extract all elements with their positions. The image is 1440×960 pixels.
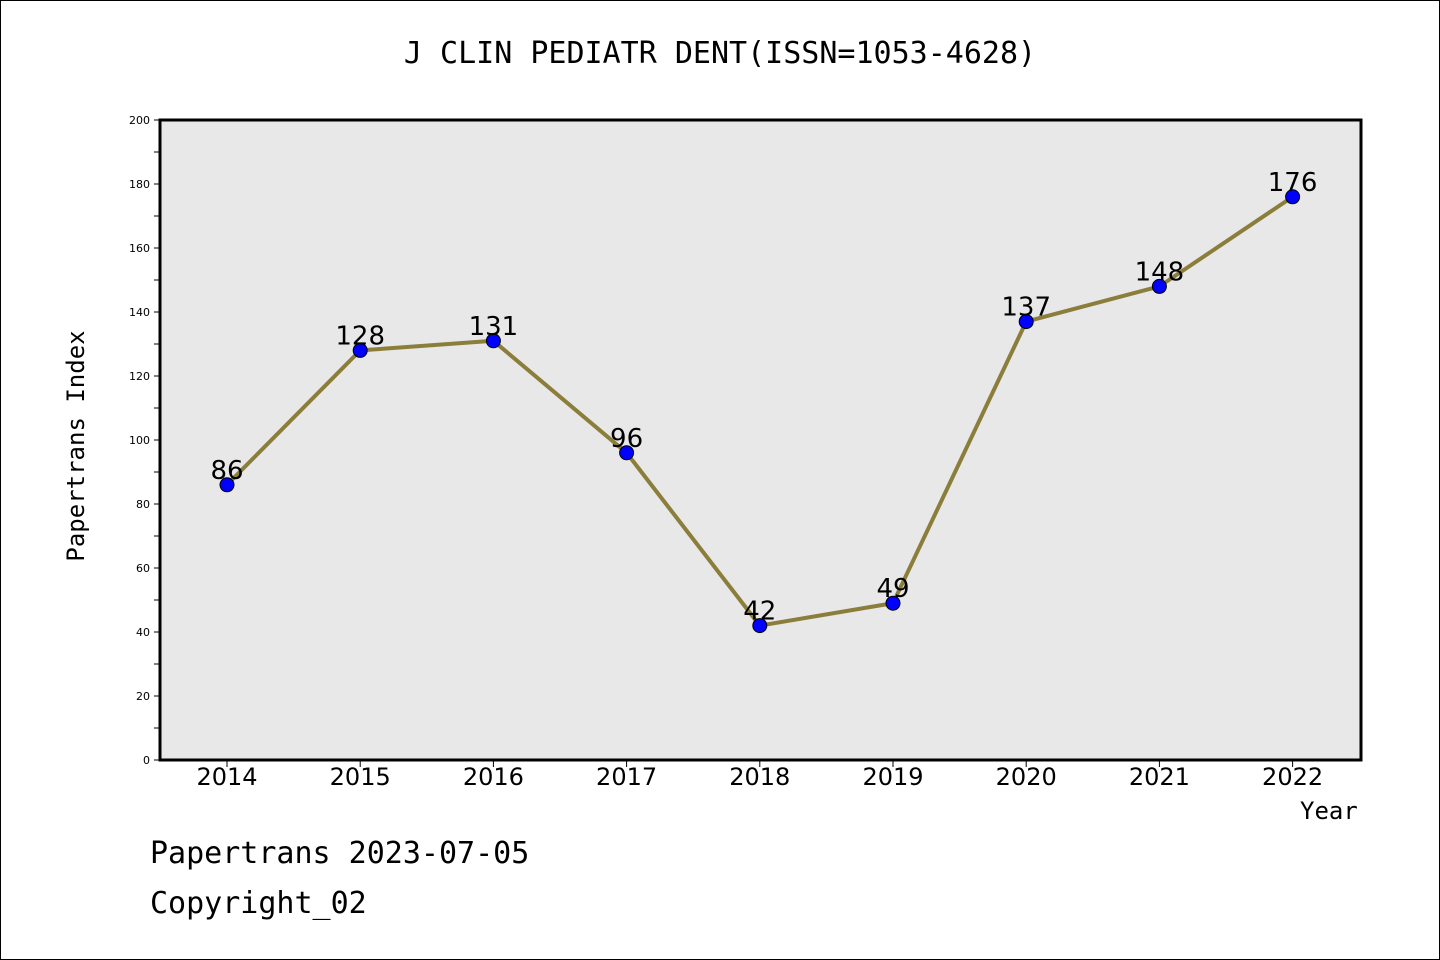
data-point: [752, 618, 768, 634]
plot-border: [158, 118, 1363, 762]
footer-copyright: Copyright_02: [150, 886, 367, 921]
y-tick-label: 200: [129, 114, 150, 127]
y-tick-label: 120: [129, 370, 150, 383]
x-tick-label: 2015: [330, 763, 391, 791]
data-point: [1018, 314, 1034, 330]
data-label: 128: [335, 321, 385, 351]
data-label: 148: [1135, 257, 1185, 287]
data-point: [219, 477, 235, 493]
x-tick-label: 2016: [463, 763, 524, 791]
data-label: 137: [1001, 293, 1051, 323]
data-label: 49: [876, 574, 909, 604]
data-label: 176: [1268, 168, 1318, 198]
plot-area: [160, 120, 1361, 760]
x-tick-label: 2020: [996, 763, 1057, 791]
data-label: 86: [210, 456, 243, 486]
data-label: 131: [469, 312, 519, 342]
x-tick-label: 2018: [729, 763, 790, 791]
y-tick-label: 60: [136, 562, 150, 575]
x-tick-label: 2021: [1129, 763, 1190, 791]
data-label: 42: [743, 597, 776, 627]
y-tick-label: 0: [143, 754, 150, 767]
x-tick-label: 2022: [1262, 763, 1323, 791]
chart-title: J CLIN PEDIATR DENT(ISSN=1053-4628): [403, 36, 1037, 71]
x-tick-label: 2017: [596, 763, 657, 791]
y-tick-label: 100: [129, 434, 150, 447]
y-tick-label: 160: [129, 242, 150, 255]
y-tick-label: 20: [136, 690, 150, 703]
y-tick-label: 80: [136, 498, 150, 511]
x-tick-label: 2019: [862, 763, 923, 791]
data-point: [1285, 189, 1301, 205]
data-point: [885, 595, 901, 611]
data-point: [352, 342, 368, 358]
data-point: [485, 333, 501, 349]
y-tick-label: 140: [129, 306, 150, 319]
y-tick-label: 40: [136, 626, 150, 639]
footer-date: Papertrans 2023-07-05: [150, 836, 530, 871]
x-tick-label: 2014: [196, 763, 257, 791]
data-label: 96: [610, 424, 643, 454]
x-axis-label: Year: [1300, 797, 1358, 825]
data-point: [619, 445, 635, 461]
y-tick-label: 180: [129, 178, 150, 191]
data-point: [1151, 278, 1167, 294]
